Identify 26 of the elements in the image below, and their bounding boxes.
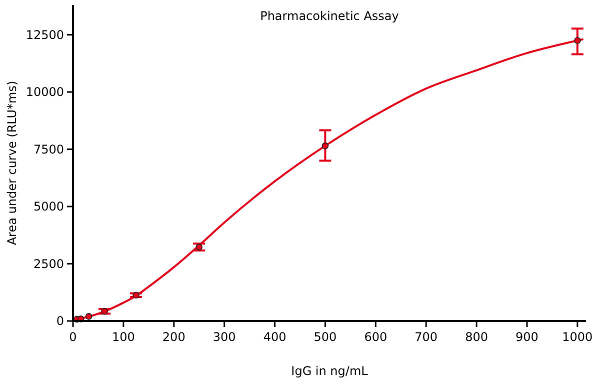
y-tick-label: 12500	[26, 28, 64, 42]
y-tick-label: 7500	[33, 142, 64, 156]
y-axis-title: Area under curve (RLU*ms)	[5, 80, 20, 246]
x-tick-label: 700	[414, 330, 438, 344]
point	[196, 244, 203, 250]
x-tick-label: 0	[69, 330, 77, 344]
point	[132, 292, 140, 299]
x-tick-label: 500	[314, 330, 337, 344]
x-tick-label: 400	[263, 330, 286, 344]
x-tick-label: 300	[212, 330, 236, 344]
chart-title: Pharmacokinetic Assay	[260, 9, 399, 23]
x-axis-title: IgG in ng/mL	[291, 364, 368, 378]
x-tick-label: 100	[112, 330, 135, 344]
y-tick-label: 2500	[33, 256, 64, 271]
x-tick-label: 1000	[562, 330, 593, 344]
x-tick-label: 900	[516, 330, 538, 344]
y-tick-label: 0	[56, 314, 64, 328]
point	[574, 37, 581, 44]
point	[322, 142, 329, 150]
y-tick-label: 10000	[26, 85, 64, 100]
point	[85, 313, 92, 320]
point	[101, 308, 108, 315]
y-tick-label: 5000	[33, 200, 64, 214]
x-tick-label: 200	[162, 330, 186, 344]
x-tick-label: 800	[465, 330, 488, 344]
x-tick-label: 600	[364, 330, 388, 344]
